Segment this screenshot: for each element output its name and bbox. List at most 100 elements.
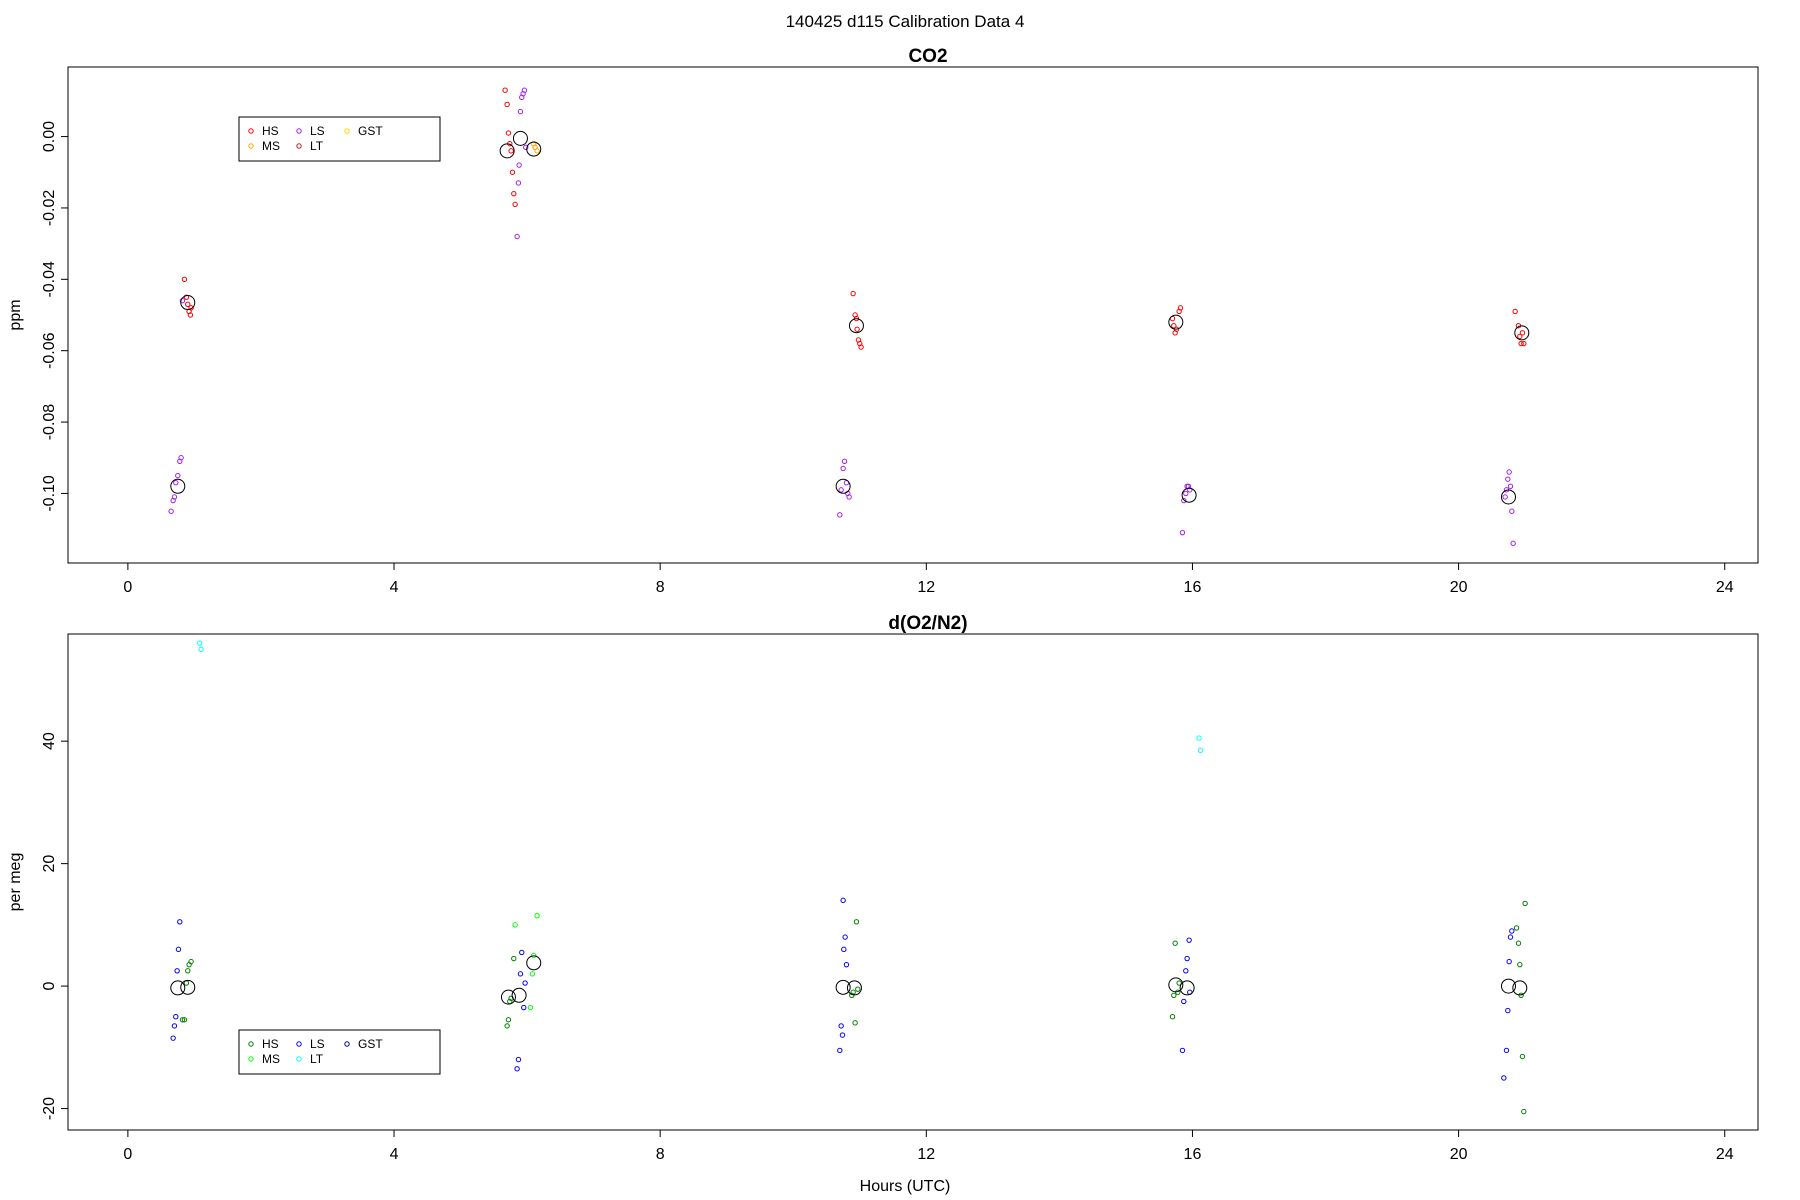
co2-point-ls <box>1506 469 1512 475</box>
o2n2-mean-marker <box>1512 980 1528 996</box>
co2-point-hs <box>187 312 194 318</box>
co2-legend-marker-gst <box>344 128 350 134</box>
x-axis-label: Hours (UTC) <box>860 1178 951 1195</box>
o2n2-panel-title: d(O2/N2) <box>888 613 967 634</box>
co2-point-ls <box>515 180 522 186</box>
o2n2-mean-marker <box>846 980 862 996</box>
o2n2-point-ls <box>173 1014 179 1020</box>
co2-point-ls <box>1510 540 1516 547</box>
co2-y-tick-label: -0.10 <box>41 475 58 512</box>
co2-y-axis-label: ppm <box>7 299 24 330</box>
co2-point-hs <box>181 276 188 283</box>
o2n2-point-hs <box>1519 1053 1526 1060</box>
o2n2-point-hs <box>183 980 190 986</box>
o2n2-point-ls <box>1181 998 1187 1005</box>
o2n2-point-hs <box>181 1017 188 1023</box>
co2-panel-title: CO2 <box>908 46 947 67</box>
co2-legend-box <box>238 116 441 162</box>
co2-x-tick-label: 8 <box>656 579 665 596</box>
co2-x-tick-label: 24 <box>1716 579 1734 596</box>
o2n2-axes: 0 4 8 12 16 20 24 40 20 0 -20 <box>41 732 1734 1163</box>
o2n2-x-tick-label: 12 <box>917 1146 935 1163</box>
co2-point-ls <box>1509 508 1515 514</box>
o2n2-y-axis-label: per meg <box>7 853 24 912</box>
co2-point-hs <box>850 290 856 297</box>
o2n2-legend-label-ls: LS <box>310 1037 325 1051</box>
o2n2-point-hs <box>1513 925 1520 931</box>
o2n2-point-hs <box>1515 940 1522 946</box>
co2-x-tick-label: 16 <box>1184 579 1202 596</box>
o2n2-mean-marker <box>180 979 196 995</box>
o2n2-point-hs <box>1172 940 1178 946</box>
figure-title: 140425 d115 Calibration Data 4 <box>786 12 1025 31</box>
co2-legend-label-gst: GST <box>358 124 383 138</box>
co2-legend-marker-hs <box>248 128 254 134</box>
co2-point-hs <box>509 169 516 175</box>
o2n2-mean-marker <box>1179 980 1195 996</box>
o2n2-point-ls <box>1184 955 1190 962</box>
o2n2-point-hs <box>1517 961 1523 968</box>
co2-point-ls <box>1187 487 1193 493</box>
o2n2-point-ls <box>1501 1075 1507 1081</box>
co2-point-ls <box>838 487 844 493</box>
co2-y-tick-label: -0.08 <box>41 404 58 441</box>
o2n2-point-hs <box>855 986 861 992</box>
o2n2-point-ls <box>1186 937 1192 943</box>
co2-legend-marker-ls <box>296 128 302 134</box>
co2-mean-marker <box>848 318 864 334</box>
co2-legend-label-lt: LT <box>310 139 324 153</box>
co2-marks <box>168 87 1530 547</box>
co2-point-hs <box>512 201 518 208</box>
co2-point-ls <box>516 162 522 168</box>
co2-point-ls <box>1183 490 1189 497</box>
o2n2-point-ls <box>1179 1047 1186 1054</box>
o2n2-marks <box>170 640 1528 1115</box>
o2n2-mean-marker <box>170 980 186 996</box>
o2n2-y-tick-label: 0 <box>41 982 58 991</box>
o2n2-x-tick-label: 20 <box>1450 1146 1468 1163</box>
co2-point-hs <box>185 301 191 307</box>
o2n2-point-ls <box>515 1056 522 1063</box>
co2-point-ls <box>1505 476 1511 482</box>
co2-legend-marker-ms <box>248 143 254 149</box>
o2n2-legend-marker-ms <box>248 1056 254 1062</box>
co2-point-hs <box>1519 330 1526 336</box>
o2n2-point-hs <box>179 1017 186 1023</box>
o2n2-point-hs <box>853 919 860 925</box>
co2-point-ls <box>514 233 520 240</box>
o2n2-point-ls <box>1507 934 1514 940</box>
o2n2-point-ls <box>522 980 528 986</box>
co2-mean-marker <box>1168 314 1184 330</box>
co2-mean-marker <box>499 143 515 159</box>
o2n2-point-ms <box>534 912 540 919</box>
o2n2-y-tick-label: 20 <box>41 855 58 873</box>
o2n2-mean-marker <box>835 979 851 995</box>
o2n2-point-hs <box>505 1017 512 1023</box>
o2n2-point-ls <box>521 1004 527 1011</box>
o2n2-point-ms <box>527 1004 534 1011</box>
o2n2-point-ls <box>843 961 850 968</box>
o2n2-point-ls <box>174 968 180 974</box>
co2-mean-marker <box>1514 325 1530 341</box>
o2n2-panel: d(O2/N2) per meg Hours (UTC) 0 4 8 12 16 20 24… <box>7 613 1759 1195</box>
o2n2-legend-label-lt: LT <box>310 1052 324 1066</box>
o2n2-point-ls <box>840 897 846 904</box>
o2n2-y-tick-label: 40 <box>41 732 58 750</box>
co2-legend-label-ls: LS <box>310 124 325 138</box>
o2n2-point-hs <box>1171 992 1177 998</box>
co2-mean-marker <box>1500 489 1516 505</box>
co2-mean-marker <box>526 141 542 157</box>
o2n2-point-lt <box>197 640 203 646</box>
co2-point-ls <box>840 465 846 472</box>
co2-point-hs <box>504 101 510 108</box>
co2-x-tick-label: 12 <box>917 579 935 596</box>
o2n2-mean-marker <box>500 989 516 1005</box>
o2n2-legend-box <box>238 1029 441 1075</box>
co2-point-ms <box>534 148 540 154</box>
co2-point-ls <box>1179 529 1186 536</box>
o2n2-point-ls <box>839 1032 846 1038</box>
o2n2-legend-marker-gst <box>344 1041 350 1047</box>
o2n2-point-hs <box>504 1023 510 1029</box>
co2-y-tick-label: 0.00 <box>41 121 58 152</box>
co2-mean-marker <box>835 478 851 494</box>
